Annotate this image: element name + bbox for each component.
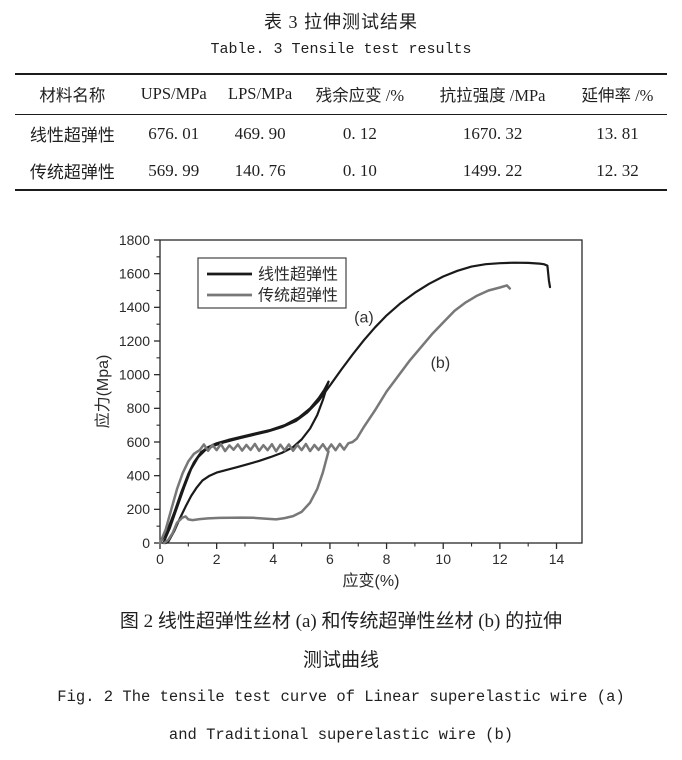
x-axis-label: 应变(%): [343, 571, 400, 590]
column-header: 残余应变 /%: [302, 74, 418, 115]
table-title-en: Table. 3 Tensile test results: [210, 41, 472, 58]
column-header: UPS/MPa: [129, 74, 218, 115]
table-cell: 传统超弹性: [29, 163, 115, 182]
column-header: 抗拉强度 /MPa: [417, 74, 568, 115]
x-tick-label: 2: [213, 551, 221, 567]
table-cell: 676. 01: [148, 123, 200, 143]
annotation-b: (b): [431, 355, 451, 372]
table-cell: 13. 81: [596, 123, 639, 143]
y-tick-label: 200: [127, 501, 151, 517]
y-tick-label: 600: [127, 434, 151, 450]
annotation-a: (a): [354, 309, 374, 326]
x-tick-label: 4: [269, 551, 277, 567]
results-table-wrapper: 材料名称 UPS/MPa LPS/MPa 残余应变 /% 抗拉强度 /MPa 延伸率 /%…: [15, 73, 667, 191]
curve-traditional-unload: [162, 450, 330, 545]
y-axis-label: 应力(Mpa): [93, 355, 112, 429]
table-row: 线性超弹性 676. 01 469. 90 0. 12 1670. 32 13. 81: [15, 115, 667, 153]
x-tick-label: 8: [383, 551, 391, 567]
table-cell: 0. 10: [342, 160, 377, 180]
y-tick-label: 1000: [119, 366, 150, 382]
y-tick-label: 1200: [119, 333, 150, 349]
legend-box: [197, 257, 347, 309]
figure-caption-zh-line2: 测试曲线: [302, 650, 379, 671]
x-tick-label: 10: [435, 551, 451, 567]
figure-caption-zh-line1: 图 2 线性超弹性丝材 (a) 和传统超弹性丝材 (b) 的拉伸: [119, 611, 563, 632]
y-tick-label: 800: [127, 400, 151, 416]
table-cell: 1670. 32: [462, 123, 523, 143]
x-tick-label: 12: [492, 551, 508, 567]
figure-caption-en-line1: Fig. 2 The tensile test curve of Linear …: [57, 688, 625, 706]
y-tick-label: 1400: [119, 299, 150, 315]
column-header: 延伸率 /%: [567, 74, 667, 115]
table-cell: 569. 99: [148, 160, 200, 180]
column-header: LPS/MPa: [217, 74, 303, 115]
table-cell: 线性超弹性: [29, 126, 115, 145]
results-table-head: 材料名称 UPS/MPa LPS/MPa 残余应变 /% 抗拉强度 /MPa 延伸率 /%: [15, 74, 667, 115]
legend-label: 传统超弹性: [258, 287, 338, 305]
curve-linear-reload-to-failure: [162, 261, 552, 545]
y-tick-label: 0: [142, 535, 150, 551]
table-cell: 0. 12: [342, 123, 377, 143]
x-tick-label: 6: [326, 551, 334, 567]
curve-linear-unload: [164, 380, 330, 545]
figure-caption-en-line2: and Traditional superelastic wire (b): [168, 726, 514, 744]
table-cell: 469. 90: [234, 123, 286, 143]
table-cell: 140. 76: [234, 160, 286, 180]
table-cell: 12. 32: [596, 160, 639, 180]
y-tick-label: 1800: [119, 232, 150, 248]
results-table: 材料名称 UPS/MPa LPS/MPa 残余应变 /% 抗拉强度 /MPa 延伸率 /%…: [15, 73, 667, 191]
y-tick-label: 1600: [119, 265, 150, 281]
x-tick-label: 14: [549, 551, 565, 567]
curve-traditional-load-to-failure: [158, 284, 512, 545]
header-row: 材料名称 UPS/MPa LPS/MPa 残余应变 /% 抗拉强度 /MPa 延伸率 /%: [15, 74, 667, 115]
legend-label: 线性超弹性: [258, 266, 338, 284]
x-tick-label: 0: [156, 551, 164, 567]
results-table-body: 线性超弹性 676. 01 469. 90 0. 12 1670. 32 13. 81 传统…: [15, 115, 667, 191]
table-cell: 1499. 22: [462, 160, 523, 180]
column-header: 材料名称: [15, 74, 130, 115]
y-tick-label: 400: [127, 467, 151, 483]
table-row: 传统超弹性 569. 99 140. 76 0. 10 1499. 22 12. 32: [15, 152, 667, 190]
table-title-zh: 表 3 拉伸测试结果: [264, 12, 418, 32]
